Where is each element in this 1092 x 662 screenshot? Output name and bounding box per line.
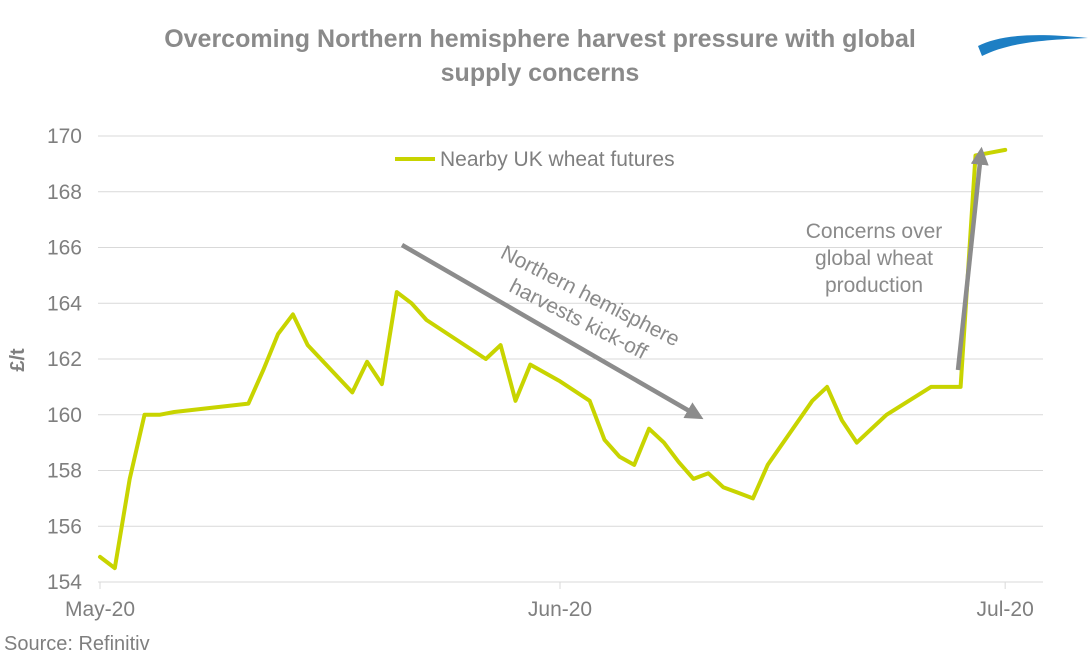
legend: Nearby UK wheat futures bbox=[395, 148, 675, 171]
y-tick-label: 154 bbox=[47, 571, 82, 594]
y-tick-label: 162 bbox=[47, 348, 82, 371]
y-tick-label: 158 bbox=[47, 460, 82, 483]
y-tick-label: 160 bbox=[47, 404, 82, 427]
y-axis-label: £/t bbox=[7, 348, 29, 372]
x-tick-label: Jul-20 bbox=[977, 598, 1034, 621]
annotation-concerns-line-1: Concerns over bbox=[806, 220, 943, 243]
chart-title-line-2: supply concerns bbox=[440, 59, 640, 87]
source-note: Source: Refinitiv bbox=[4, 633, 150, 655]
annotation-concerns-line-3: production bbox=[825, 274, 923, 297]
series-line bbox=[98, 147, 1008, 571]
y-tick-label: 170 bbox=[47, 125, 82, 148]
chart-title: Overcoming Northern hemisphere harvest p… bbox=[60, 22, 1020, 90]
y-tick-label: 156 bbox=[47, 515, 82, 538]
y-tick-label: 164 bbox=[47, 292, 82, 315]
chart-title-line-1: Overcoming Northern hemisphere harvest p… bbox=[164, 25, 916, 53]
legend-label: Nearby UK wheat futures bbox=[440, 148, 675, 171]
axes: 154 156 158 160 162 164 166 168 170 May-20 Jun-20 J… bbox=[47, 125, 1043, 621]
downtrend-arrow bbox=[400, 243, 704, 420]
logo-swoosh bbox=[978, 35, 1088, 56]
ahdb-logo bbox=[978, 35, 1088, 56]
series-layer bbox=[98, 147, 1008, 571]
gridlines bbox=[98, 135, 1043, 527]
y-tick-label: 166 bbox=[47, 237, 82, 260]
uptrend-arrow bbox=[955, 146, 989, 371]
y-tick-label: 168 bbox=[47, 181, 82, 204]
x-tick-label: May-20 bbox=[65, 598, 135, 621]
annotation-concerns: Concerns over global wheat production bbox=[806, 220, 943, 297]
annotation-concerns-line-2: global wheat bbox=[815, 247, 933, 270]
x-tick-label: Jun-20 bbox=[528, 598, 592, 621]
